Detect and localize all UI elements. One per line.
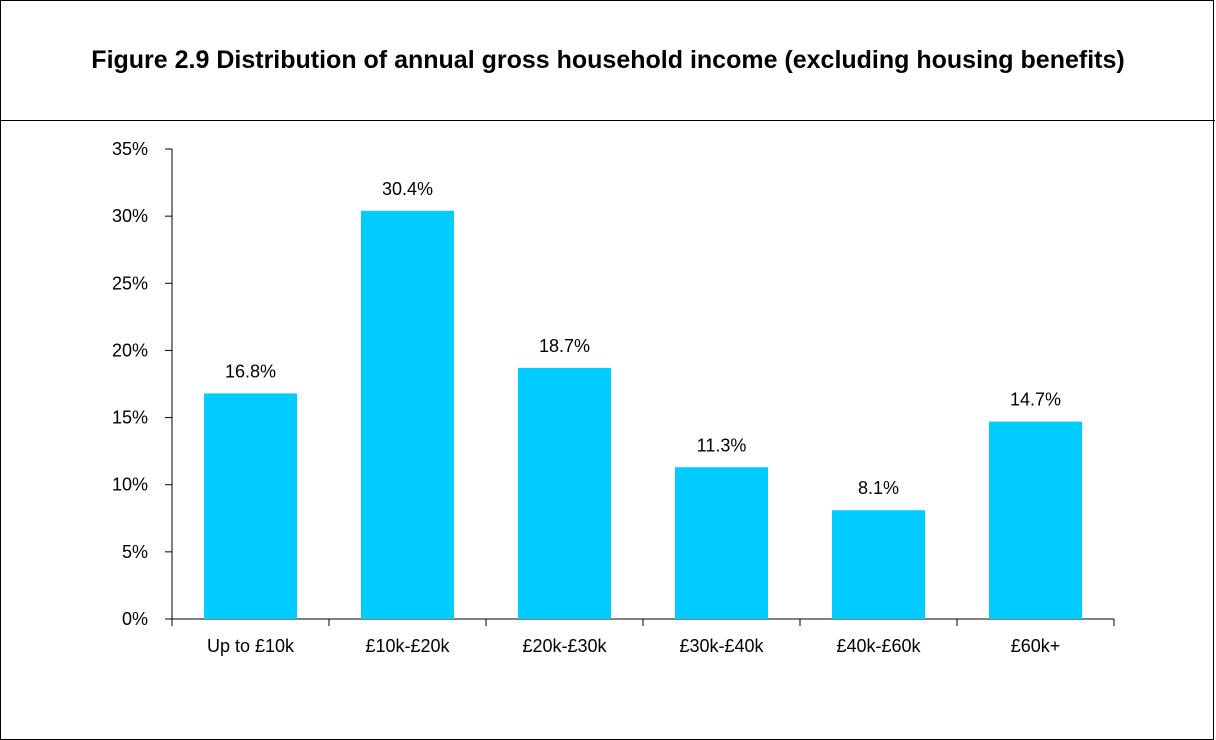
chart-title: Figure 2.9 Distribution of annual gross … [91,46,1125,74]
y-tick-label: 20% [112,340,148,360]
bar [361,210,454,619]
x-tick-label: £40k-£60k [836,636,921,656]
bars [204,210,1082,619]
bar [832,510,925,619]
y-tick-label: 5% [122,542,148,562]
data-label: 8.1% [858,478,899,498]
title-box: Figure 2.9 Distribution of annual gross … [1,1,1215,121]
bar-chart: 0% 5% 10% 15% 20% 25% 30% 35% Up to £10k £10k-£2… [112,139,1115,656]
y-tick-label: 35% [112,139,148,159]
bar [204,393,297,619]
x-tick-label: £20k-£30k [522,636,607,656]
data-label: 14.7% [1010,390,1061,410]
x-tick-label: £10k-£20k [365,636,450,656]
y-tick-label: 25% [112,273,148,293]
x-tick-label: £60k+ [1011,636,1061,656]
bar [518,367,611,619]
data-label: 16.8% [225,361,276,381]
y-tick-label: 10% [112,475,148,495]
y-axis: 0% 5% 10% 15% 20% 25% 30% 35% [112,139,173,629]
x-axis: Up to £10k £10k-£20k £20k-£30k £30k-£40k £40… [171,618,1115,656]
bar [989,421,1082,619]
data-labels: 16.8% 30.4% 18.7% 11.3% 8.1% 14.7% [225,179,1061,498]
data-label: 11.3% [697,435,747,455]
x-tick-label: £30k-£40k [679,636,764,656]
bar [675,467,768,619]
y-tick-label: 15% [112,408,148,428]
x-tick-label: Up to £10k [207,636,295,656]
y-tick-label: 30% [112,206,148,226]
data-label: 30.4% [382,179,433,199]
data-label: 18.7% [539,336,590,356]
y-tick-label: 0% [122,609,148,629]
